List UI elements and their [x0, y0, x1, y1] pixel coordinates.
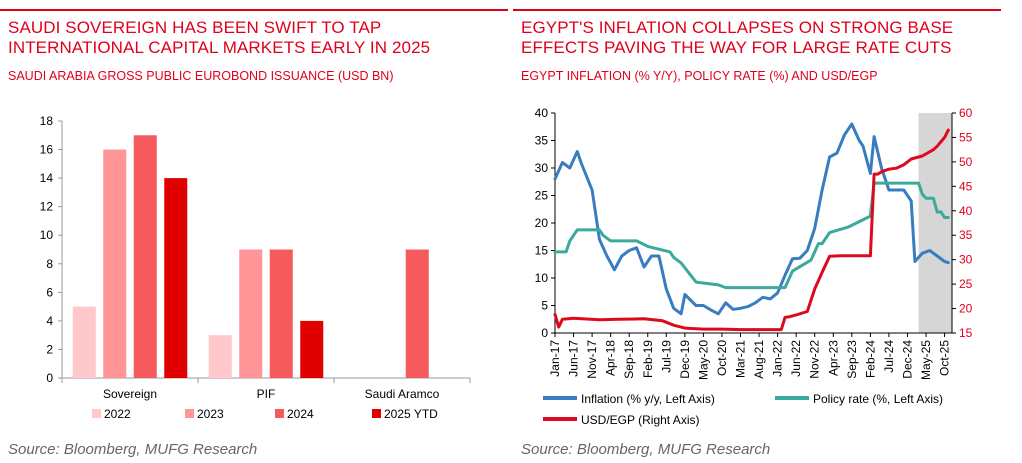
right-source-note: Source: Bloomberg, MUFG Research — [521, 441, 771, 458]
y-tick-label: 14 — [40, 171, 54, 185]
y-tick-label: 10 — [40, 228, 54, 242]
bar — [239, 249, 263, 378]
series-line — [553, 122, 950, 316]
x-tick-label: Dec-24 — [900, 340, 914, 379]
legend-label: 2023 — [197, 407, 224, 421]
x-tick-label: Feb-24 — [863, 340, 877, 378]
left-y-tick-label: 30 — [535, 161, 549, 175]
x-tick-label: Sep-18 — [622, 340, 636, 379]
right-y-tick-label: 30 — [959, 253, 973, 267]
right-chart-title: EGYPT'S INFLATION COLLAPSES ON STRONG BA… — [521, 18, 953, 58]
legend-label: 2024 — [287, 407, 314, 421]
left-title-line1: SAUDI SOVEREIGN HAS BEEN SWIFT TO TAP — [8, 18, 382, 37]
right-y-tick-label: 40 — [959, 204, 973, 218]
y-tick-label: 4 — [46, 314, 53, 328]
right-y-tick-label: 15 — [959, 326, 973, 340]
right-chart-subtitle: EGYPT INFLATION (% Y/Y), POLICY RATE (%)… — [521, 69, 878, 83]
bar — [300, 320, 324, 378]
right-y-tick-label: 60 — [959, 106, 973, 120]
x-tick-label: Jan-17 — [548, 340, 562, 377]
y-tick-label: 12 — [40, 200, 54, 214]
x-tick-label: Dec-19 — [678, 340, 692, 379]
left-title-line2: INTERNATIONAL CAPITAL MARKETS EARLY IN 2… — [8, 38, 431, 57]
y-tick-label: 18 — [40, 114, 54, 128]
bar-chart: 0 2 4 6 8 10 12 14 16 18 Sovereign PIF Saudi Aramco 2… — [40, 114, 471, 421]
x-tick-label: Jan-22 — [771, 340, 785, 377]
x-tick-label: Aug-21 — [752, 340, 766, 379]
legend-swatch — [372, 409, 381, 418]
right-y-tick-label: 25 — [959, 277, 973, 291]
legend-swatch — [275, 409, 284, 418]
left-y-tick-label: 40 — [535, 106, 549, 120]
series-line — [553, 181, 950, 290]
x-tick-label: Mar-21 — [734, 340, 748, 378]
x-tick-label: Apr-18 — [604, 340, 618, 376]
x-tick-label: May-25 — [919, 340, 933, 380]
x-tick-label: Jul-24 — [882, 340, 896, 373]
left-y-tick-label: 25 — [535, 189, 549, 203]
bar — [133, 135, 157, 378]
left-chart-subtitle: SAUDI ARABIA GROSS PUBLIC EUROBOND ISSUA… — [8, 69, 394, 83]
legend-label: Inflation (% y/y, Left Axis) — [581, 392, 715, 406]
right-y-tick-label: 45 — [959, 179, 973, 193]
legend-swatch — [185, 409, 194, 418]
y-tick-label: 2 — [46, 342, 53, 356]
x-tick-label: May-20 — [696, 340, 710, 380]
x-tick-label: Nov-22 — [808, 340, 822, 379]
x-tick-label: Jul-19 — [659, 340, 673, 373]
bar — [72, 306, 96, 378]
x-tick-label: Jun-17 — [567, 340, 581, 377]
legend-label: Policy rate (%, Left Axis) — [813, 392, 943, 406]
right-title-line1: EGYPT'S INFLATION COLLAPSES ON STRONG BA… — [521, 18, 954, 37]
left-y-tick-label: 20 — [535, 216, 549, 230]
right-chart-panel: EGYPT'S INFLATION COLLAPSES ON STRONG BA… — [513, 0, 1022, 463]
y-tick-label: 0 — [46, 371, 53, 385]
legend-swatch — [92, 409, 101, 418]
right-y-tick-label: 35 — [959, 228, 973, 242]
y-tick-label: 16 — [40, 143, 54, 157]
y-tick-label: 8 — [46, 257, 53, 271]
x-tick-label: Nov-17 — [585, 340, 599, 379]
legend-label: USD/EGP (Right Axis) — [581, 413, 699, 427]
x-tick-label: Oct-20 — [715, 340, 729, 376]
bar — [164, 178, 188, 378]
right-title-line2: EFFECTS PAVING THE WAY FOR LARGE RATE CU… — [521, 38, 952, 57]
right-y-tick-label: 50 — [959, 155, 973, 169]
right-y-tick-label: 20 — [959, 302, 973, 316]
x-tick-label: Sep-23 — [845, 340, 859, 379]
x-tick-label: Apr-23 — [826, 340, 840, 376]
left-y-tick-label: 5 — [541, 299, 548, 313]
x-tick-label: Oct-25 — [938, 340, 952, 376]
left-y-tick-label: 10 — [535, 271, 549, 285]
x-tick-label: Feb-19 — [641, 340, 655, 378]
category-label: PIF — [257, 387, 276, 401]
left-chart-panel: SAUDI SOVEREIGN HAS BEEN SWIFT TO TAP IN… — [0, 0, 508, 463]
right-y-tick-label: 55 — [959, 130, 973, 144]
legend-label: 2022 — [104, 407, 131, 421]
left-y-tick-label: 35 — [535, 134, 549, 148]
left-source-note: Source: Bloomberg, MUFG Research — [8, 441, 258, 458]
left-y-tick-label: 15 — [535, 244, 549, 258]
category-label: Saudi Aramco — [365, 387, 440, 401]
bar — [208, 335, 232, 378]
line-chart: 0 5 10 15 20 25 30 35 40 15 20 25 30 35 40 45 50 55 60 Jan-… — [535, 106, 973, 427]
bar — [405, 249, 429, 378]
left-chart-title: SAUDI SOVEREIGN HAS BEEN SWIFT TO TAP IN… — [8, 18, 430, 58]
y-tick-label: 6 — [46, 285, 53, 299]
series-line — [553, 128, 950, 332]
category-label: Sovereign — [103, 387, 157, 401]
panel-top-rule — [0, 9, 508, 11]
bar — [269, 249, 293, 378]
panel-top-rule — [513, 9, 1001, 11]
left-y-tick-label: 0 — [541, 326, 548, 340]
legend-label: 2025 YTD — [384, 407, 438, 421]
bar — [103, 149, 127, 378]
x-tick-label: Jun-22 — [789, 340, 803, 377]
